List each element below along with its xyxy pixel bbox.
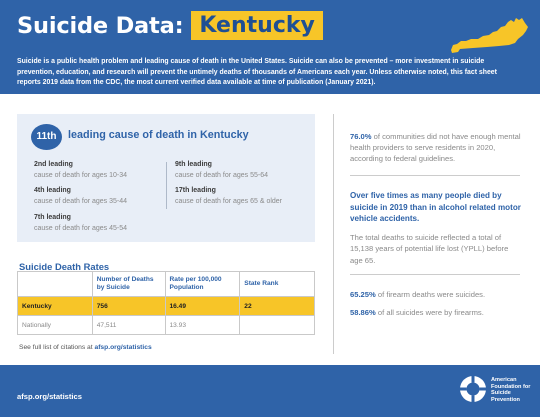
motor-vehicle-comparison: Over five times as many people died by s… — [350, 190, 522, 266]
firearm-deaths-stat: 65.25% of firearm deaths were suicides. — [350, 289, 522, 300]
table-cell: 756 — [91, 296, 166, 316]
stat-desc: cause of death for ages 45-54 — [34, 224, 128, 232]
stat-desc: cause of death for ages 55-64 — [175, 171, 269, 179]
table-cell: 22 — [239, 296, 315, 316]
stat-ages-45-54: 7th leading cause of death for ages 45-5… — [34, 213, 127, 234]
stat-percent: 65.25% — [350, 290, 376, 299]
divider — [350, 175, 520, 176]
table-header-cell: Number of Deaths by Suicide — [91, 271, 166, 297]
stat-rank: 9th leading — [175, 161, 212, 168]
stat-rank: 2nd leading — [34, 161, 73, 168]
table-header-cell: State Rank — [239, 271, 315, 297]
citation-note: See full list of citations at afsp.org/s… — [19, 344, 152, 351]
firearm-suicides-stat: 58.86% of all suicides were by firearms. — [350, 307, 522, 318]
footer-banner — [0, 365, 540, 417]
stat-text: of communities did not have enough menta… — [350, 132, 521, 164]
title-text: Suicide Data: — [17, 12, 184, 39]
death-rates-table: Number of Deaths by Suicide Rate per 100… — [17, 271, 315, 335]
stat-rank: 4th leading — [34, 187, 71, 194]
stat-rank: 7th leading — [34, 214, 71, 221]
org-name: American Foundation for Suicide Preventi… — [491, 377, 531, 403]
table-cell — [239, 315, 315, 335]
table-cell: 47,511 — [91, 315, 166, 335]
table-header-row: Number of Deaths by Suicide Rate per 100… — [17, 271, 315, 297]
stat-percent: 76.0% — [350, 132, 372, 141]
ypll-text: The total deaths to suicide reflected a … — [350, 233, 509, 265]
table-header-cell — [17, 271, 93, 297]
stat-text: of all suicides were by firearms. — [377, 308, 484, 317]
rank-description: leading cause of death in Kentucky — [68, 129, 249, 141]
footer-link[interactable]: afsp.org/statistics — [17, 392, 82, 401]
table-header-cell: Rate per 100,000 Population — [164, 271, 241, 297]
stat-ages-65-older: 17th leading cause of death for ages 65 … — [175, 186, 282, 207]
table-cell: 13.93 — [164, 315, 241, 335]
stat-ages-35-44: 4th leading cause of death for ages 35-4… — [34, 186, 127, 207]
rates-section-title: Suicide Death Rates — [19, 261, 110, 272]
rank-badge: 11th — [31, 124, 62, 150]
table-cell: 16.49 — [164, 296, 241, 316]
citation-link[interactable]: afsp.org/statistics — [94, 344, 152, 351]
table-row-national: Nationally 47,511 13.93 — [17, 315, 315, 335]
provider-shortage-stat: 76.0% of communities did not have enough… — [350, 131, 522, 165]
stat-desc: cause of death for ages 10-34 — [34, 171, 128, 179]
citation-prefix: See full list of citations at — [19, 344, 93, 351]
kentucky-state-map-icon — [451, 18, 528, 53]
state-name-badge: Kentucky — [191, 11, 323, 40]
divider — [350, 274, 520, 275]
table-cell: Kentucky — [17, 296, 93, 316]
stat-percent: 58.86% — [350, 308, 376, 317]
stat-desc: cause of death for ages 35-44 — [34, 197, 128, 205]
stat-ages-10-34: 2nd leading cause of death for ages 10-3… — [34, 160, 127, 181]
intro-paragraph: Suicide is a public health problem and l… — [17, 58, 497, 87]
stat-desc: cause of death for ages 65 & older — [175, 197, 283, 205]
comparison-headline: Over five times as many people died by s… — [350, 191, 521, 224]
table-cell: Nationally — [17, 315, 93, 335]
stat-ages-55-64: 9th leading cause of death for ages 55-6… — [175, 160, 268, 181]
stat-text: of firearm deaths were suicides. — [377, 290, 486, 299]
card-divider — [166, 162, 167, 209]
table-row-kentucky: Kentucky 756 16.49 22 — [17, 296, 315, 316]
column-divider — [333, 114, 334, 354]
page-title: Suicide Data: Kentucky — [17, 11, 323, 40]
afsp-lifesaver-logo-icon — [460, 376, 486, 402]
stat-rank: 17th leading — [175, 187, 216, 194]
